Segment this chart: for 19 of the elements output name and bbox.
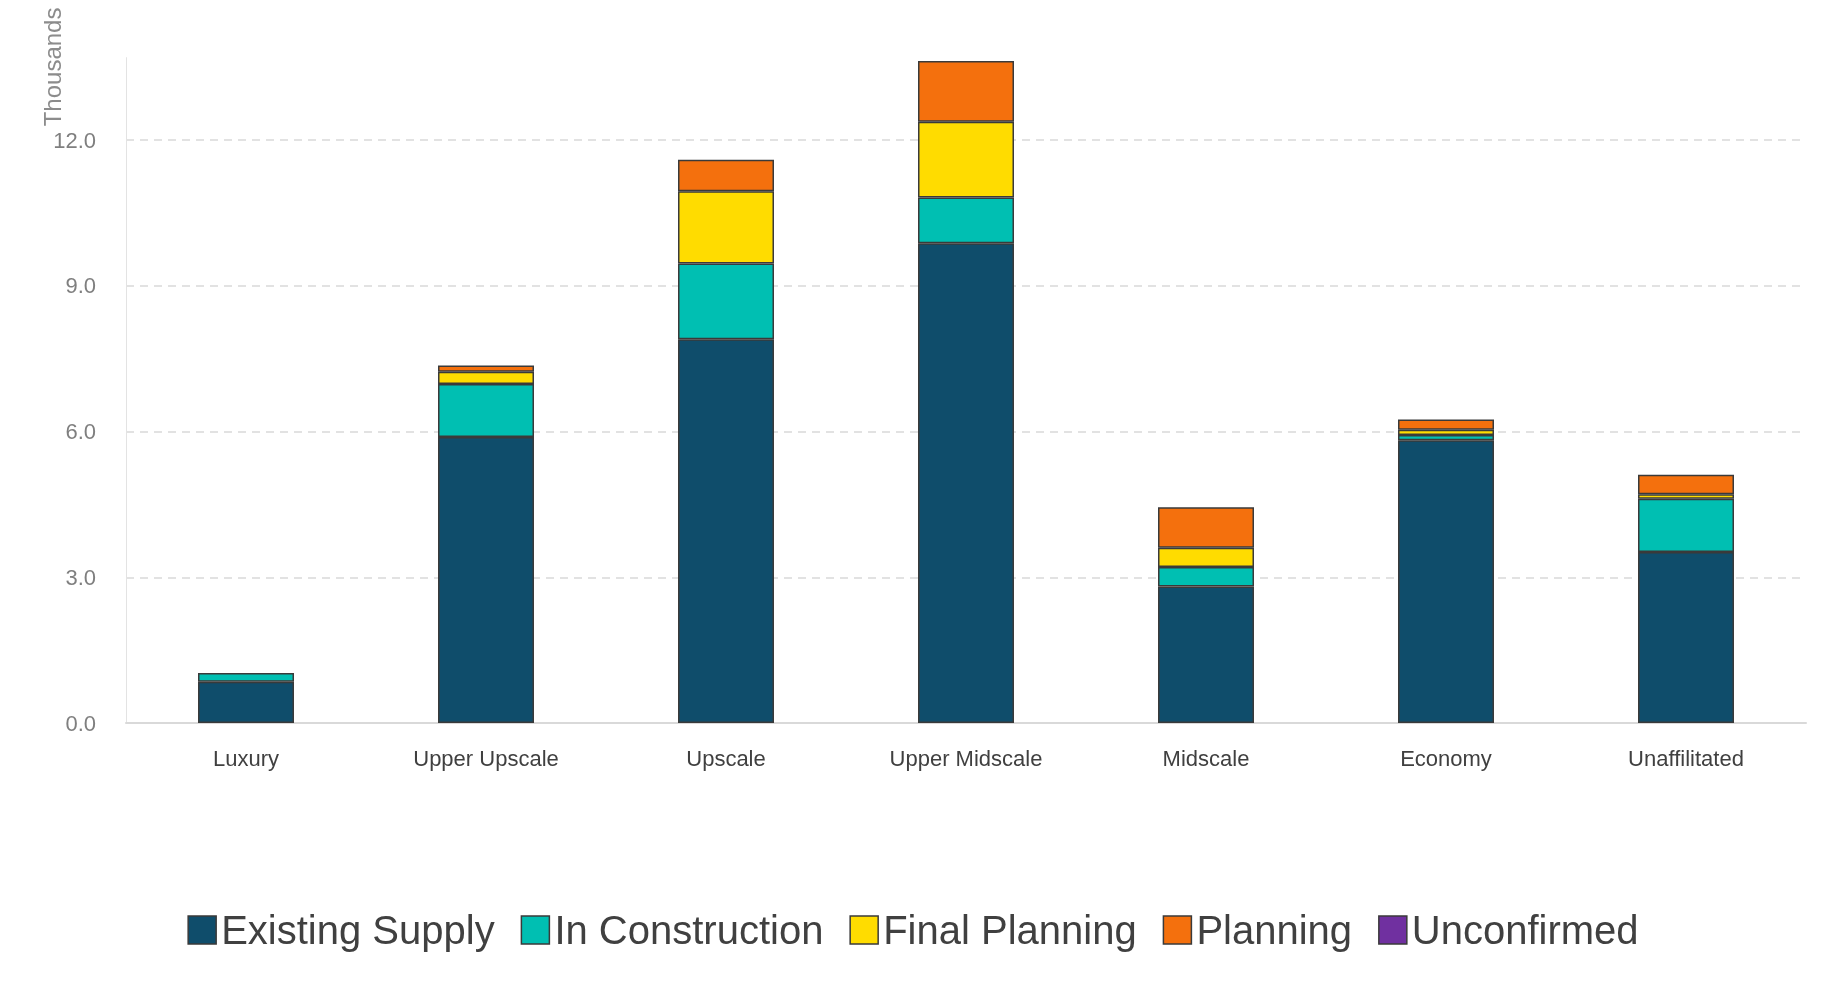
x-tick-label: Upscale [686, 745, 766, 771]
legend-label: Unconfirmed [1411, 908, 1639, 952]
legend-label: Final Planning [883, 908, 1137, 952]
y-tick-label: 3.0 [65, 564, 96, 590]
y-tick-label: 0.0 [65, 710, 96, 736]
x-tick-label: Upper Midscale [889, 745, 1043, 771]
bar [1638, 474, 1734, 495]
legend-label: Existing Supply [221, 908, 495, 952]
x-tick-label: Upper Upscale [413, 745, 559, 771]
y-axis-title: Thousands [38, 7, 66, 127]
y-tick-label: 9.0 [65, 273, 96, 299]
y-tick-label: 6.0 [65, 419, 96, 445]
legend-label: In Construction [554, 908, 824, 952]
x-tick-label: Economy [1400, 745, 1492, 771]
x-tick-label: Midscale [1162, 745, 1250, 771]
y-tick-label: 12.0 [53, 127, 96, 153]
legend-label: Planning [1196, 908, 1353, 952]
x-tick-label: Luxury [212, 745, 280, 771]
x-tick-label: Unaffilitated [1628, 745, 1744, 771]
